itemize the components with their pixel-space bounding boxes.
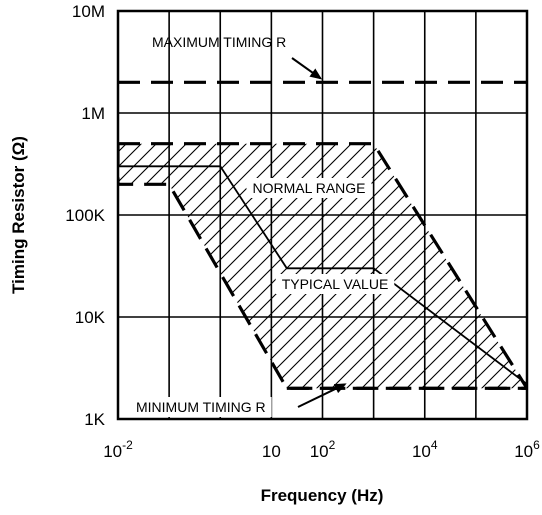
annotation-label: MINIMUM TIMING R [136, 399, 266, 415]
y-tick-label: 100K [65, 206, 105, 225]
annotation-label: NORMAL RANGE [252, 180, 365, 196]
y-axis-title: Timing Resistor (Ω) [9, 136, 28, 294]
annotation-background [130, 397, 272, 417]
x-axis-title: Frequency (Hz) [261, 486, 384, 505]
annotation-label: MAXIMUM TIMING R [152, 34, 286, 50]
x-tick-label: 10 [262, 442, 281, 461]
tick-labels: 1K 10K 100K 1M 10M 10-2 10 102 104 106 [65, 2, 540, 461]
x-tick-label: 104 [412, 438, 438, 461]
x-tick-label: 102 [310, 438, 336, 461]
annotation-arrow [291, 57, 323, 80]
y-tick-label: 10K [75, 308, 106, 327]
normal-range-area [118, 143, 527, 389]
series-layer [118, 80, 527, 390]
annotation-background [246, 178, 372, 198]
annotation-label: TYPICAL VALUE [282, 276, 389, 292]
y-tick-label: 10M [72, 2, 105, 21]
x-tick-label: 106 [514, 438, 540, 461]
annotation-arrow [297, 383, 347, 408]
annotations: MAXIMUM TIMING R NORMAL RANGE TYPICAL VALU… [130, 34, 395, 417]
annotation-background [275, 274, 395, 294]
y-tick-label: 1K [84, 410, 105, 429]
x-tick-label: 10-2 [103, 438, 133, 461]
plot-frame [116, 9, 529, 421]
y-tick-label: 1M [81, 104, 105, 123]
series-line-2 [118, 165, 527, 385]
